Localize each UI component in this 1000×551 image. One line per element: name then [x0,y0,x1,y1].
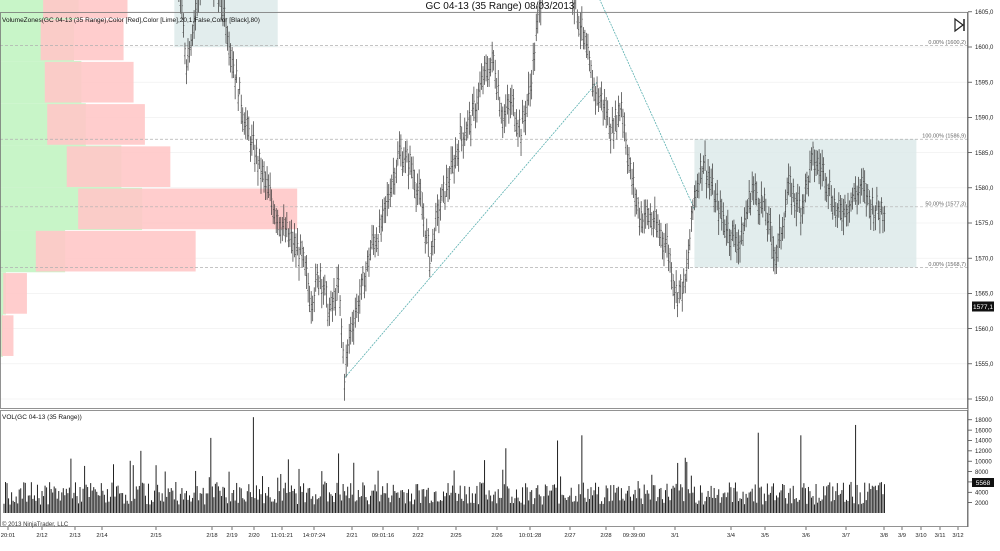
volume-tick-label: 2000 [975,501,989,507]
price-tick-label: 1560,0 [975,327,994,333]
time-tick-label: 3/8 [880,533,888,539]
volume-tick-label: 14000 [975,439,992,445]
time-tick-label: 2/25 [450,533,461,539]
time-tick-label: 11:01:21 [271,533,293,539]
volume-tick-label: 4000 [975,490,989,496]
volume-tick-label: 16000 [975,428,992,434]
sell-volume-zone [3,273,27,314]
price-tick-label: 1550,0 [975,397,994,403]
time-tick-label: 09:01:16 [372,533,395,539]
sell-volume-zone [44,61,134,103]
fib-label: 0.00% (1568,7) [928,262,966,268]
time-tick-label: 2/27 [564,533,575,539]
price-tick-label: 1585,0 [975,151,994,157]
sell-volume-zone [47,104,145,145]
volume-panel-frame [0,410,968,527]
price-tick-label: 1590,0 [975,116,994,122]
fib-label: 0.00% (1600,2) [928,40,966,46]
trendline [599,0,695,210]
skip-end-icon[interactable] [954,17,965,33]
volume-bars [3,417,885,513]
volume-tick-label: 12000 [975,449,992,455]
price-tick-label: 1595,0 [975,80,994,86]
buy-volume-zone [0,314,3,357]
volume-tick-label: 8000 [975,470,989,476]
consolidation-zones [174,0,917,268]
volume-axis: 1800016000140001200010000800060004000200… [968,418,992,507]
price-panel-frame [0,12,968,409]
time-tick-label: 2/12 [36,533,47,539]
volume-tick-label: 10000 [975,459,992,465]
time-tick-label: 2/13 [69,533,80,539]
volume-panel-label: VOL(GC 04-13 (35 Range)) [2,414,82,421]
sell-volume-zone [1,315,14,356]
time-tick-label: 2/26 [491,533,502,539]
price-axis: 1660,01655,01650,01645,01640,01635,01630… [968,10,994,403]
buy-volume-zone [0,272,6,315]
time-tick-label: 3/4 [727,533,736,539]
time-tick-label: 20:01 [1,533,16,539]
time-tick-label: 3/5 [761,533,769,539]
chart-title: GC 04-13 (35 Range) 08/03/2013 [425,1,575,12]
time-tick-label: 3/1 [671,533,679,539]
sell-volume-zone [66,146,171,187]
fib-label: 100.00% (1586,9) [922,134,966,140]
consolidation-box [694,139,917,268]
time-tick-label: 14:07:24 [303,533,326,539]
time-tick-label: 2/22 [412,533,423,539]
price-tick-label: 1600,0 [975,45,994,51]
time-tick-label: 2/28 [600,533,611,539]
last-price-value: 1577,1 [973,304,993,311]
volume-tick-label: 18000 [975,418,992,424]
trendline [344,81,598,379]
time-tick-label: 2/14 [96,533,108,539]
fibonacci-levels: 100.00% (1664,9)50.00% (1647,2)0.00% (16… [0,40,968,268]
sell-volume-zone [43,0,128,19]
volume-zones [0,0,298,357]
copyright-label: © 2013 NinjaTrader, LLC [2,521,69,528]
price-panel-label: VolumeZones(GC 04-13 (35 Range),Color [R… [2,17,260,24]
time-tick-label: 3/6 [802,533,810,539]
price-bars [178,0,886,401]
time-tick-label: 3/7 [842,533,850,539]
price-tick-label: 1575,0 [975,221,994,227]
fib-label: 50.00% (1577,3) [925,201,966,207]
time-tick-label: 10:01:28 [519,533,542,539]
sell-volume-zone [40,19,124,61]
time-tick-label: 3/10 [915,533,926,539]
price-tick-label: 1555,0 [975,362,994,368]
price-tick-label: 1570,0 [975,256,994,262]
time-tick-label: 2/19 [226,533,237,539]
price-tick-label: 1605,0 [975,10,994,16]
time-tick-label: 2/15 [150,533,161,539]
last-volume-value: 5568 [976,480,991,487]
time-tick-label: 2/21 [346,533,357,539]
time-tick-label: 3/12 [952,533,963,539]
trendlines [344,0,695,379]
time-tick-label: 2/20 [248,533,259,539]
last-price-marker: 1577,1 [972,301,994,312]
time-tick-label: 09:39:00 [623,533,646,539]
panel-frames [0,12,969,527]
time-tick-label: 2/18 [206,533,217,539]
time-tick-label: 3/11 [935,533,946,539]
price-tick-label: 1580,0 [975,186,994,192]
last-volume-marker: 5568 [972,478,994,487]
price-tick-label: 1565,0 [975,292,994,298]
time-axis: 20:01 2/12 2/13 2/14 2/15 2/18 2/19 2/20 11:01:2… [1,527,964,539]
sell-volume-zone [35,230,196,272]
sell-volume-zone [78,188,298,230]
time-tick-label: 3/9 [898,533,906,539]
